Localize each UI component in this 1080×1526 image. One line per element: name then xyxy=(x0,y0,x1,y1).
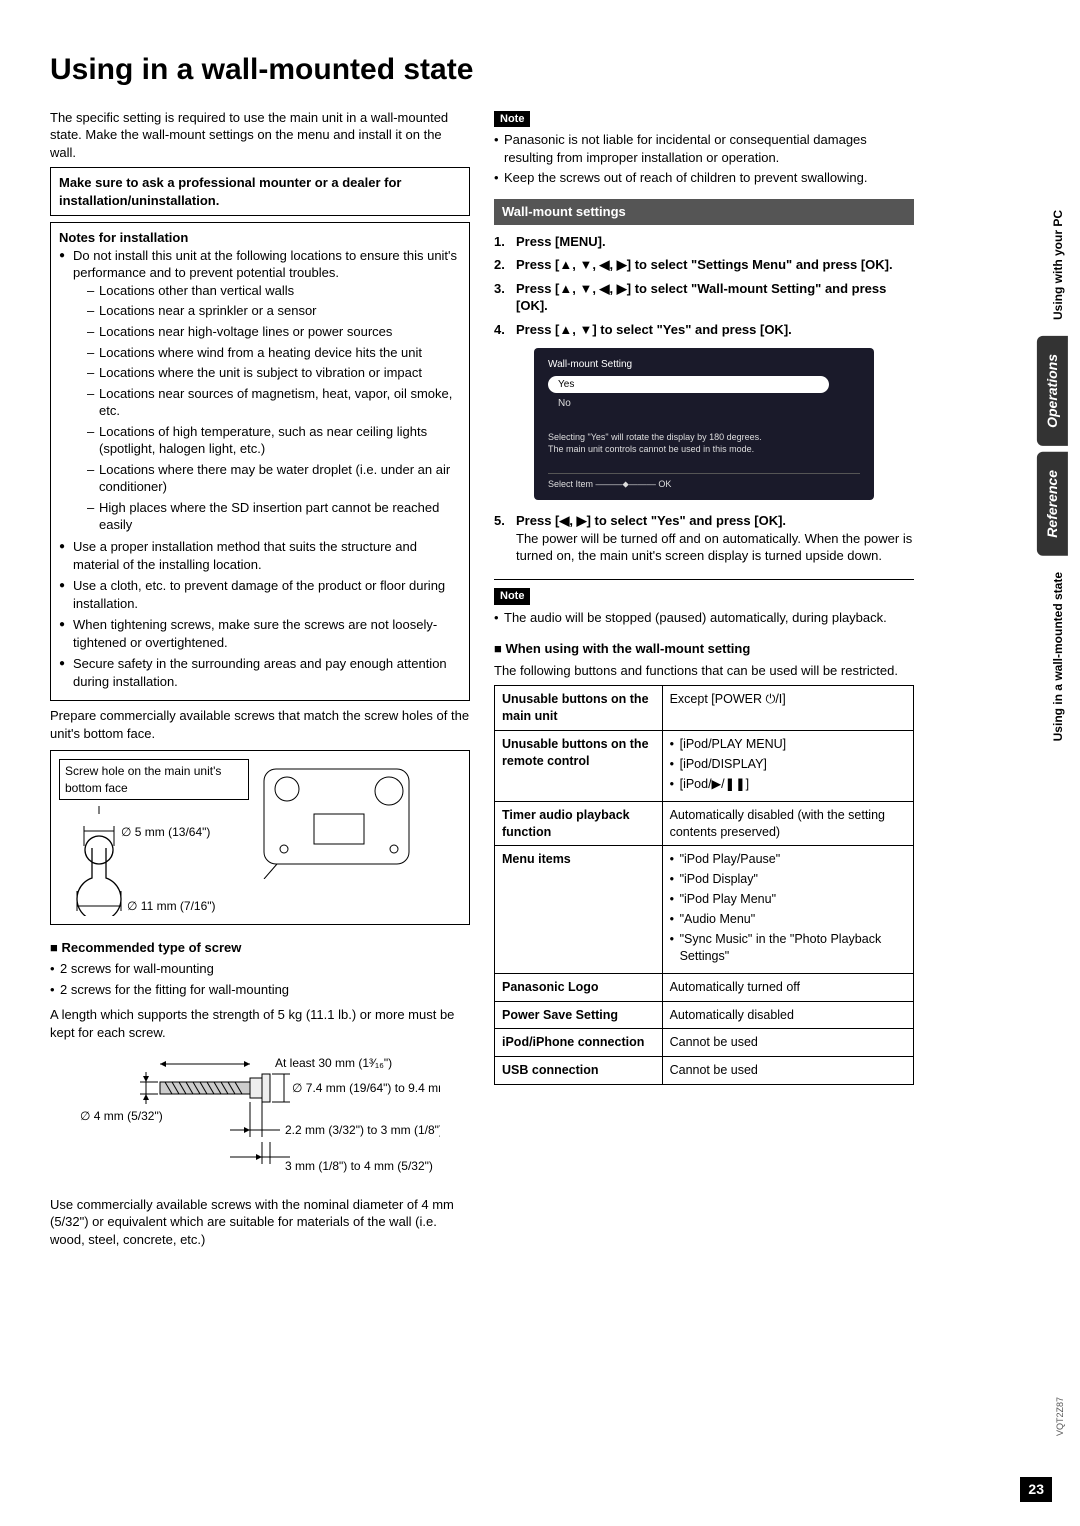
doc-code: VQT2Z87 xyxy=(1054,1397,1066,1436)
cell-label: Power Save Setting xyxy=(495,1001,663,1029)
table-row: USB connection Cannot be used xyxy=(495,1057,914,1085)
tab-wall-mounted: Using in a wall-mounted state xyxy=(1048,562,1068,751)
side-tabs: Using with your PC Operations Reference … xyxy=(1037,200,1068,751)
cell-value: Automatically disabled (with the setting… xyxy=(662,801,913,846)
cell-label: Unusable buttons on the remote control xyxy=(495,731,663,802)
svg-text:∅ 4 mm (5/32"): ∅ 4 mm (5/32") xyxy=(80,1109,163,1123)
notes-intro: Do not install this unit at the followin… xyxy=(59,247,461,534)
step-5-desc: The power will be turned off and on auto… xyxy=(516,530,914,565)
warning-box: Make sure to ask a professional mounter … xyxy=(50,167,470,216)
restrictions-table: Unusable buttons on the main unit Except… xyxy=(494,685,914,1085)
screen-option-yes: Yes xyxy=(548,376,829,394)
table-row: Panasonic Logo Automatically turned off xyxy=(495,973,914,1001)
step-5: Press [◀, ▶] to select "Yes" and press [… xyxy=(494,512,914,565)
loc-item: Locations near a sprinkler or a sensor xyxy=(87,302,461,320)
wall-mount-screen: Wall-mount Setting Yes No Selecting "Yes… xyxy=(534,348,874,500)
when-using-heading: When using with the wall-mount setting xyxy=(494,640,914,658)
step-2: Press [▲, ▼, ◀, ▶] to select "Settings M… xyxy=(494,256,914,274)
screen-title: Wall-mount Setting xyxy=(548,358,860,372)
rec-item: 2 screws for wall-mounting xyxy=(50,960,470,978)
svg-text:2.2 mm (3/32") to 3 mm (1/8"): 2.2 mm (3/32") to 3 mm (1/8") xyxy=(285,1123,440,1137)
step-3: Press [▲, ▼, ◀, ▶] to select "Wall-mount… xyxy=(494,280,914,315)
step-1: Press [MENU]. xyxy=(494,233,914,251)
warning-text: Make sure to ask a professional mounter … xyxy=(59,175,401,208)
note-item: Keep the screws out of reach of children… xyxy=(494,169,914,187)
intro-text: The specific setting is required to use … xyxy=(50,109,470,162)
use-screws-text: Use commercially available screws with t… xyxy=(50,1196,470,1249)
cell-value: Automatically disabled xyxy=(662,1001,913,1029)
cell-label: Unusable buttons on the main unit xyxy=(495,686,663,731)
right-column: Note Panasonic is not liable for inciden… xyxy=(494,109,914,1255)
screw-hole-diagram: Screw hole on the main unit's bottom fac… xyxy=(50,750,470,924)
cell-label: iPod/iPhone connection xyxy=(495,1029,663,1057)
left-column: The specific setting is required to use … xyxy=(50,109,470,1255)
table-row: Menu items "iPod Play/Pause" "iPod Displ… xyxy=(495,846,914,973)
cell-value: "iPod Play/Pause" "iPod Display" "iPod P… xyxy=(662,846,913,973)
note-item: Use a proper installation method that su… xyxy=(59,538,461,573)
wall-mount-settings-heading: Wall-mount settings xyxy=(494,199,914,225)
step-4: Press [▲, ▼] to select "Yes" and press [… xyxy=(494,321,914,339)
svg-text:At least 30 mm (1³⁄₁₆"): At least 30 mm (1³⁄₁₆") xyxy=(275,1056,392,1070)
when-intro: The following buttons and functions that… xyxy=(494,662,914,680)
page-title: Using in a wall-mounted state xyxy=(50,50,1030,91)
loc-item: Locations near high-voltage lines or pow… xyxy=(87,323,461,341)
rec-length: A length which supports the strength of … xyxy=(50,1006,470,1041)
rec-item: 2 screws for the fitting for wall-mounti… xyxy=(50,981,470,999)
cell-value: Cannot be used xyxy=(662,1057,913,1085)
divider xyxy=(494,579,914,580)
cell-label: Timer audio playback function xyxy=(495,801,663,846)
notes-heading: Notes for installation xyxy=(59,229,461,247)
table-row: Unusable buttons on the remote control [… xyxy=(495,731,914,802)
steps-list: Press [MENU]. Press [▲, ▼, ◀, ▶] to sele… xyxy=(494,233,914,339)
cell-value: Except [POWER ⏻/I] xyxy=(662,686,913,731)
page-number: 23 xyxy=(1020,1477,1052,1502)
cell-label: USB connection xyxy=(495,1057,663,1085)
screen-msg: The main unit controls cannot be used in… xyxy=(548,443,860,455)
screen-msg: Selecting "Yes" will rotate the display … xyxy=(548,431,860,443)
table-row: Timer audio playback function Automatica… xyxy=(495,801,914,846)
screw-dimension-diagram: At least 30 mm (1³⁄₁₆") ∅ 7.4 mm (19/64"… xyxy=(80,1052,470,1186)
unit-rear-svg xyxy=(259,759,419,879)
loc-item: Locations where the unit is subject to v… xyxy=(87,364,461,382)
loc-item: High places where the SD insertion part … xyxy=(87,499,461,534)
note-badge: Note xyxy=(494,588,530,605)
note-item: Use a cloth, etc. to prevent damage of t… xyxy=(59,577,461,612)
note-item: When tightening screws, make sure the sc… xyxy=(59,616,461,651)
note-item: Panasonic is not liable for incidental o… xyxy=(494,131,914,166)
cell-value: [iPod/PLAY MENU] [iPod/DISPLAY] [iPod/▶/… xyxy=(662,731,913,802)
table-row: Unusable buttons on the main unit Except… xyxy=(495,686,914,731)
note-item: Secure safety in the surrounding areas a… xyxy=(59,655,461,690)
tab-reference: Reference xyxy=(1037,452,1068,556)
cell-value: Automatically turned off xyxy=(662,973,913,1001)
note-item: The audio will be stopped (paused) autom… xyxy=(494,609,914,627)
screen-footer: Select Item ———⬥——— OK xyxy=(548,473,860,490)
prepare-text: Prepare commercially available screws th… xyxy=(50,707,470,742)
tab-operations: Operations xyxy=(1037,336,1068,446)
svg-text:∅ 5 mm (13/64"): ∅ 5 mm (13/64") xyxy=(121,825,210,839)
page-columns: The specific setting is required to use … xyxy=(50,109,1030,1255)
cell-label: Menu items xyxy=(495,846,663,973)
loc-item: Locations of high temperature, such as n… xyxy=(87,423,461,458)
loc-item: Locations near sources of magnetism, hea… xyxy=(87,385,461,420)
loc-item: Locations where wind from a heating devi… xyxy=(87,344,461,362)
loc-item: Locations where there may be water dropl… xyxy=(87,461,461,496)
keyhole-diagram-svg: ∅ 5 mm (13/64") ∅ 11 mm (7/16") xyxy=(59,806,239,916)
diagram-label: Screw hole on the main unit's bottom fac… xyxy=(59,759,249,799)
screen-option-no: No xyxy=(548,395,829,413)
svg-text:∅ 11 mm (7/16"): ∅ 11 mm (7/16") xyxy=(127,899,216,913)
note-badge: Note xyxy=(494,111,530,128)
notes-box: Notes for installation Do not install th… xyxy=(50,222,470,701)
steps-list-cont: Press [◀, ▶] to select "Yes" and press [… xyxy=(494,512,914,565)
cell-label: Panasonic Logo xyxy=(495,973,663,1001)
cell-value: Cannot be used xyxy=(662,1029,913,1057)
table-row: Power Save Setting Automatically disable… xyxy=(495,1001,914,1029)
table-row: iPod/iPhone connection Cannot be used xyxy=(495,1029,914,1057)
recommended-screw-heading: Recommended type of screw xyxy=(50,939,470,957)
tab-using-pc: Using with your PC xyxy=(1048,200,1068,330)
loc-item: Locations other than vertical walls xyxy=(87,282,461,300)
svg-text:∅ 7.4 mm (19/64") to 9.4 mm (3: ∅ 7.4 mm (19/64") to 9.4 mm (3/8") xyxy=(292,1081,440,1095)
svg-text:3 mm (1/8") to 4 mm (5/32"): 3 mm (1/8") to 4 mm (5/32") xyxy=(285,1159,433,1173)
